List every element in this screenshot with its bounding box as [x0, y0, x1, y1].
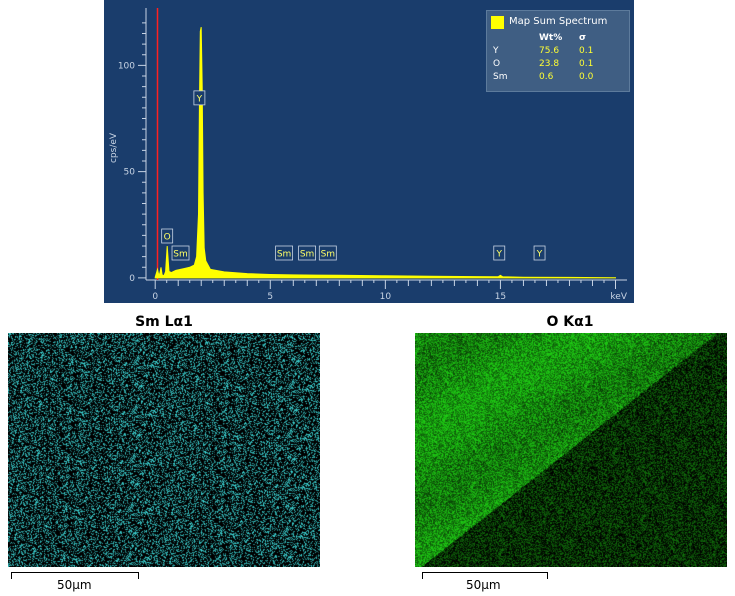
peak-label-box: [171, 245, 190, 261]
o-element-map: [415, 333, 727, 567]
x-tick-label: 0: [152, 292, 158, 302]
peak-label: Sm: [277, 250, 291, 260]
peak-label-box: [298, 245, 317, 261]
scale-bar-label-sm: 50µm: [57, 578, 92, 592]
y-tick-label: 100: [118, 61, 135, 71]
scale-bar-o: [422, 572, 548, 579]
y-tick-label: 50: [124, 168, 136, 178]
sm-element-map: [8, 333, 320, 567]
peak-label: Sm: [321, 250, 335, 260]
peak-label-box: [193, 90, 206, 106]
legend-row-element: Sm: [493, 72, 508, 82]
scale-bar-label-o: 50µm: [466, 578, 501, 592]
legend-row-sigma: 0.1: [579, 46, 594, 56]
legend-row-sigma: 0.1: [579, 59, 594, 69]
x-tick-label: 15: [495, 292, 506, 302]
scale-bar-sm: [11, 572, 139, 579]
legend: Map Sum Spectrum Wt% σ Y 75.6 0.1 O 23.8…: [486, 10, 630, 92]
x-tick-label: 10: [380, 292, 392, 302]
legend-row-wt: 0.6: [539, 72, 554, 82]
legend-row-wt: 23.8: [539, 59, 560, 69]
peak-label-box: [318, 245, 337, 261]
peak-label: Sm: [300, 250, 314, 260]
legend-row-element: Y: [493, 46, 499, 56]
peak-label: Y: [496, 250, 503, 260]
map-title-sm: Sm Lα1: [135, 314, 193, 330]
legend-row-element: O: [493, 59, 501, 69]
peak-label-box: [275, 245, 293, 261]
legend-title: Map Sum Spectrum: [509, 16, 608, 27]
legend-row-wt: 75.6: [539, 46, 560, 56]
peak-label-box: [533, 245, 546, 261]
spectrum-chart: 0 50 100 cps/eV 0 5 10 15 keV Y O Sm Sm Sm Sm Y Y Map Su…: [104, 0, 634, 303]
legend-header-sigma: σ: [579, 33, 587, 43]
peak-label: Y: [536, 250, 543, 260]
legend-row-sigma: 0.0: [579, 72, 594, 82]
spectrum-series: [154, 26, 617, 279]
peak-label-box: [493, 245, 506, 261]
x-tick-label: 5: [267, 292, 273, 302]
y-axis-label: cps/eV: [109, 132, 119, 163]
peak-label: O: [164, 233, 171, 243]
map-title-o: O Kα1: [546, 314, 594, 330]
x-axis-label: keV: [610, 292, 627, 302]
legend-header-wt: Wt%: [539, 33, 563, 43]
peak-label: Y: [196, 94, 203, 104]
peak-label: Sm: [173, 250, 187, 260]
y-tick-label: 0: [129, 274, 135, 284]
legend-swatch: [491, 16, 504, 29]
peak-label-box: [161, 228, 174, 244]
